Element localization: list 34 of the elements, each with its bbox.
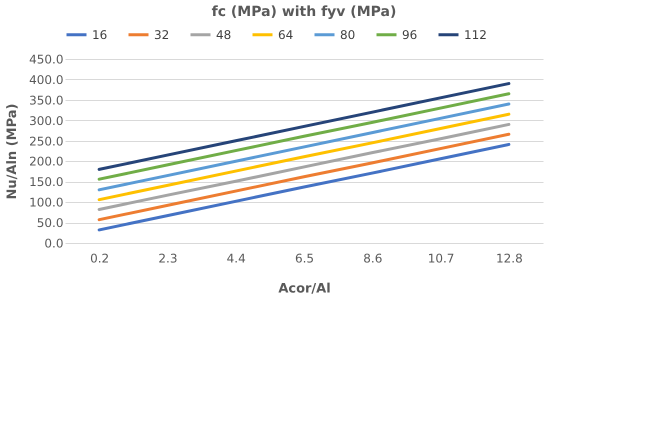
x-tick-label: 12.8	[496, 252, 523, 266]
y-tick-label: 450.0	[29, 52, 64, 66]
x-tick-label: 0.2	[90, 252, 110, 266]
legend-label: 112	[464, 28, 487, 42]
legend-label: 64	[278, 28, 294, 42]
legend-label: 80	[340, 28, 356, 42]
line-series	[98, 142, 510, 232]
y-tick-label: 100.0	[29, 196, 64, 210]
x-tick-label: 8.6	[363, 252, 382, 266]
x-tick-label: 2.3	[158, 252, 178, 266]
y-tick-label: 400.0	[29, 72, 64, 87]
line-series	[98, 82, 510, 171]
line-series	[98, 102, 510, 192]
legend-label: 48	[216, 28, 232, 42]
y-tick-label: 350.0	[29, 93, 64, 108]
x-axis-title: Acor/Al	[278, 282, 331, 296]
line-series	[98, 92, 510, 181]
line-series	[98, 112, 510, 202]
y-tick-label: 50.0	[36, 216, 64, 230]
y-tick-label: 300.0	[29, 114, 64, 128]
x-tick-label: 10.7	[428, 252, 454, 266]
y-tick-label: 250.0	[29, 134, 64, 148]
legend-label: 32	[154, 28, 170, 42]
line-series	[98, 132, 510, 222]
line-series	[98, 122, 510, 211]
x-tick-label: 4.4	[226, 252, 246, 266]
y-tick-label: 150.0	[29, 175, 64, 190]
chart-title: fc (MPa) with fyv (MPa)	[212, 4, 396, 20]
legend-label: 16	[92, 28, 108, 42]
x-tick-label: 6.5	[294, 252, 314, 266]
y-tick-label: 200.0	[29, 154, 64, 169]
y-tick-label: 0.0	[44, 236, 64, 250]
y-axis-title: Nu/Aln (MPa)	[5, 104, 20, 200]
legend-label: 96	[402, 28, 418, 42]
